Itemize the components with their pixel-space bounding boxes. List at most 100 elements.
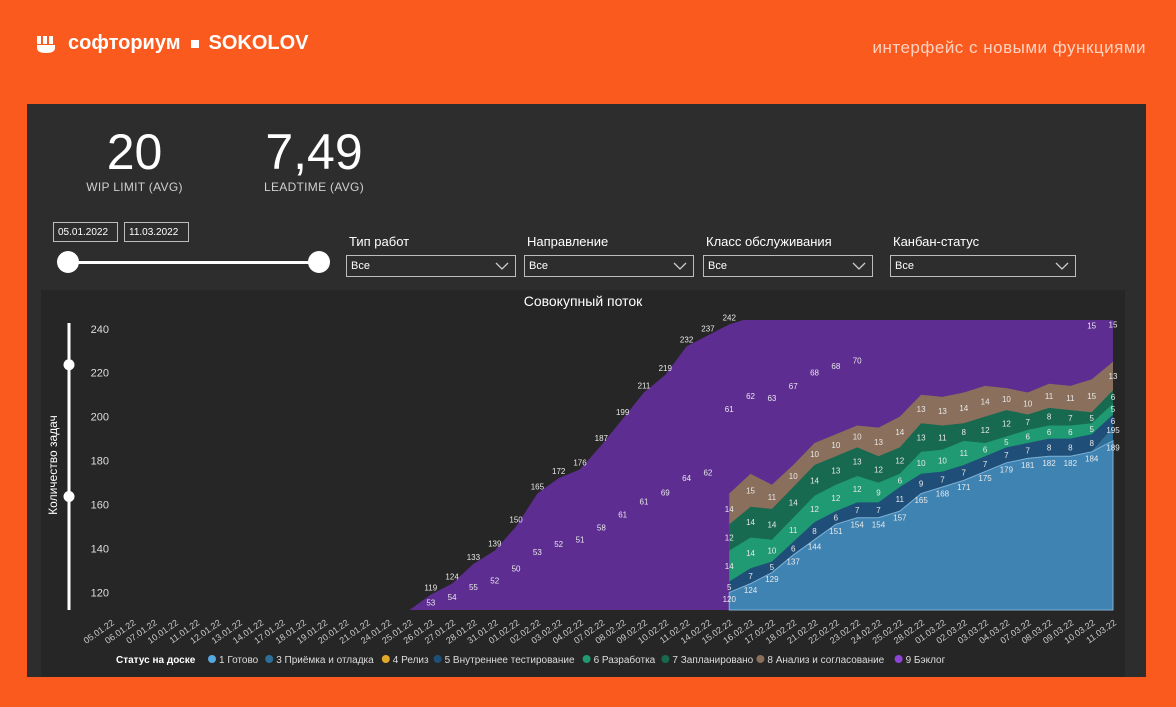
data-label: 7 bbox=[940, 475, 945, 484]
chevron-down-icon bbox=[852, 262, 866, 270]
data-label: 53 bbox=[426, 598, 435, 607]
data-label: 182 bbox=[1042, 459, 1056, 468]
legend-swatch bbox=[208, 655, 216, 663]
data-label: 165 bbox=[914, 496, 928, 505]
data-label: 14 bbox=[725, 562, 734, 571]
data-label: 13 bbox=[917, 405, 926, 414]
data-label: 7 bbox=[876, 506, 881, 515]
data-label: 171 bbox=[957, 483, 971, 492]
brand-logo-icon bbox=[37, 35, 55, 53]
data-label: 157 bbox=[893, 514, 907, 523]
chevron-down-icon bbox=[495, 262, 509, 270]
legend-title: Статус на доске bbox=[116, 655, 196, 666]
total-label: 219 bbox=[659, 364, 673, 373]
y-range-slider-low-handle bbox=[63, 491, 75, 503]
y-tick-label: 180 bbox=[91, 456, 109, 468]
filter-value: Все bbox=[351, 260, 370, 272]
y-tick-label: 220 bbox=[91, 368, 109, 380]
data-label: 195 bbox=[1106, 426, 1120, 435]
date-slider-start-handle[interactable] bbox=[57, 251, 79, 273]
data-label: 5 bbox=[1111, 405, 1116, 414]
legend-label: 9 Бэклог bbox=[906, 655, 946, 666]
filter-select-direction[interactable]: Все bbox=[524, 255, 694, 277]
data-label: 12 bbox=[831, 494, 840, 503]
data-label: 154 bbox=[850, 520, 864, 529]
data-label: 10 bbox=[1023, 399, 1032, 408]
data-label: 14 bbox=[746, 549, 755, 558]
data-label: 14 bbox=[725, 505, 734, 514]
data-label: 14 bbox=[981, 397, 990, 406]
data-label: 14 bbox=[810, 476, 819, 485]
data-label: 11 bbox=[1066, 394, 1075, 403]
data-label: 14 bbox=[895, 428, 904, 437]
legend-swatch bbox=[381, 655, 390, 663]
data-label: 14 bbox=[746, 518, 755, 527]
data-label: 52 bbox=[554, 540, 563, 549]
brand-partner: SOKOLOV bbox=[208, 32, 309, 54]
data-label: 6 bbox=[791, 544, 796, 553]
data-label: 5 bbox=[727, 583, 732, 592]
data-label: 10 bbox=[789, 472, 798, 481]
data-label: 55 bbox=[469, 583, 478, 592]
data-label: 12 bbox=[874, 465, 883, 474]
data-label: 13 bbox=[853, 458, 862, 467]
data-label: 11 bbox=[789, 526, 798, 535]
legend-swatch bbox=[894, 655, 903, 663]
data-label: 182 bbox=[1064, 459, 1078, 468]
total-label: 176 bbox=[573, 458, 587, 467]
legend-swatch bbox=[756, 655, 765, 663]
date-slider-end-handle[interactable] bbox=[308, 251, 330, 273]
total-label: 172 bbox=[552, 467, 566, 476]
kpi-value: 20 bbox=[106, 124, 163, 180]
chevron-down-icon bbox=[673, 262, 687, 270]
kpi-value: 7,49 bbox=[265, 124, 363, 180]
data-label: 61 bbox=[725, 405, 734, 414]
data-label: 12 bbox=[895, 457, 904, 466]
total-label: 119 bbox=[424, 584, 437, 593]
legend-label: 1 Готово bbox=[219, 655, 259, 666]
date-slider-track[interactable] bbox=[67, 261, 319, 264]
data-label: 10 bbox=[917, 459, 926, 468]
data-label: 8 bbox=[962, 428, 967, 437]
data-label: 54 bbox=[448, 593, 457, 602]
data-label: 13 bbox=[917, 434, 926, 443]
y-tick-label: 160 bbox=[91, 500, 109, 512]
y-tick-label: 240 bbox=[91, 324, 109, 336]
kpi-label: LEADTIME (AVG) bbox=[264, 180, 364, 194]
date-start-input[interactable]: 05.01.2022 bbox=[53, 222, 118, 242]
data-label: 8 bbox=[1089, 439, 1094, 448]
total-label: 242 bbox=[723, 313, 737, 322]
data-label: 7 bbox=[748, 572, 753, 581]
brand-name: софториум bbox=[68, 32, 181, 54]
legend-label: 7 Запланировано bbox=[672, 655, 753, 666]
data-label: 8 bbox=[812, 527, 817, 536]
data-label: 6 bbox=[1111, 393, 1116, 402]
data-label: 53 bbox=[533, 548, 542, 557]
filter-label-kanban-status: Канбан-статус bbox=[893, 234, 980, 249]
filter-select-kanban-status[interactable]: Все bbox=[890, 255, 1076, 277]
data-label: 137 bbox=[787, 558, 801, 567]
data-label: 50 bbox=[512, 564, 521, 573]
data-label: 6 bbox=[1047, 428, 1052, 437]
brand: софториум SOKOLOV bbox=[36, 32, 309, 55]
data-label: 189 bbox=[1106, 443, 1120, 452]
data-label: 64 bbox=[682, 474, 691, 483]
data-label: 13 bbox=[874, 438, 883, 447]
data-label: 175 bbox=[978, 474, 992, 483]
data-label: 151 bbox=[829, 527, 843, 536]
data-label: 13 bbox=[831, 466, 840, 475]
legend-swatch bbox=[661, 655, 670, 663]
data-label: 11 bbox=[768, 493, 777, 502]
data-label: 52 bbox=[490, 576, 499, 585]
date-end-input[interactable]: 11.03.2022 bbox=[124, 222, 189, 242]
data-label: 7 bbox=[1025, 447, 1030, 456]
filter-select-service-class[interactable]: Все bbox=[703, 255, 873, 277]
data-label: 10 bbox=[831, 441, 840, 450]
data-label: 10 bbox=[853, 432, 862, 441]
data-label: 12 bbox=[853, 485, 862, 494]
data-label: 5 bbox=[1089, 414, 1094, 423]
filter-value: Все bbox=[708, 260, 727, 272]
filter-select-work-type[interactable]: Все bbox=[346, 255, 516, 277]
data-label: 15 bbox=[1087, 392, 1096, 401]
data-label: 62 bbox=[703, 469, 712, 478]
